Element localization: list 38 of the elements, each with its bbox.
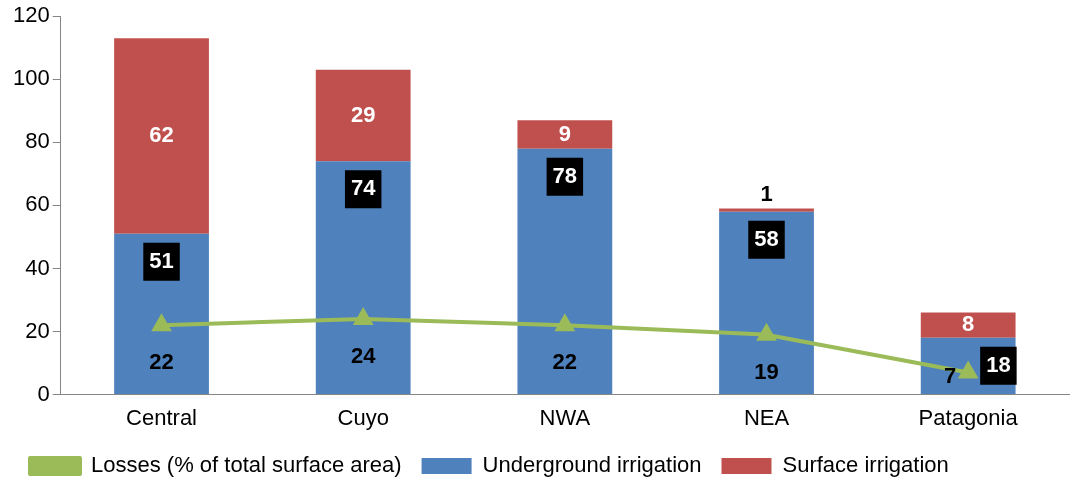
bar: [719, 208, 814, 212]
data-label: 7: [943, 362, 957, 388]
data-label: 22: [149, 349, 174, 375]
y-tick-label: 40: [25, 254, 50, 280]
x-tick-label: Patagonia: [918, 404, 1019, 430]
legend-label: Losses (% of total surface area): [91, 452, 402, 478]
bar: [920, 312, 1016, 338]
x-tick-label: NWA: [539, 404, 591, 430]
y-tick-label: 20: [25, 317, 50, 343]
data-label: 18: [986, 351, 1011, 377]
x-tick-label: Cuyo: [337, 404, 389, 430]
data-label: 19: [754, 358, 779, 384]
bar: [517, 148, 613, 395]
x-tick-label: Central: [126, 404, 197, 430]
bar: [114, 38, 209, 234]
data-label: 9: [558, 120, 571, 146]
y-tick-label: 100: [12, 65, 50, 91]
bar: [517, 120, 613, 149]
data-label: 78: [552, 162, 578, 188]
y-tick-label: 120: [12, 2, 50, 28]
legend-label: Underground irrigation: [482, 452, 702, 478]
legend-label: Surface irrigation: [782, 452, 949, 478]
y-tick-label: 0: [37, 380, 50, 406]
data-label: 62: [149, 122, 174, 148]
data-label: 51: [149, 247, 174, 273]
bar: [315, 69, 411, 162]
data-label: 58: [754, 225, 779, 251]
data-label: 29: [350, 101, 376, 127]
data-label: 22: [552, 349, 578, 375]
bar: [315, 161, 411, 395]
data-label: 24: [350, 342, 377, 368]
data-label: 1: [760, 180, 773, 206]
data-label: 74: [350, 175, 377, 201]
data-label: 8: [962, 311, 975, 337]
y-tick-label: 80: [25, 128, 50, 154]
y-tick-label: 60: [25, 191, 50, 217]
x-tick-label: NEA: [743, 404, 790, 430]
bar: [719, 211, 814, 395]
